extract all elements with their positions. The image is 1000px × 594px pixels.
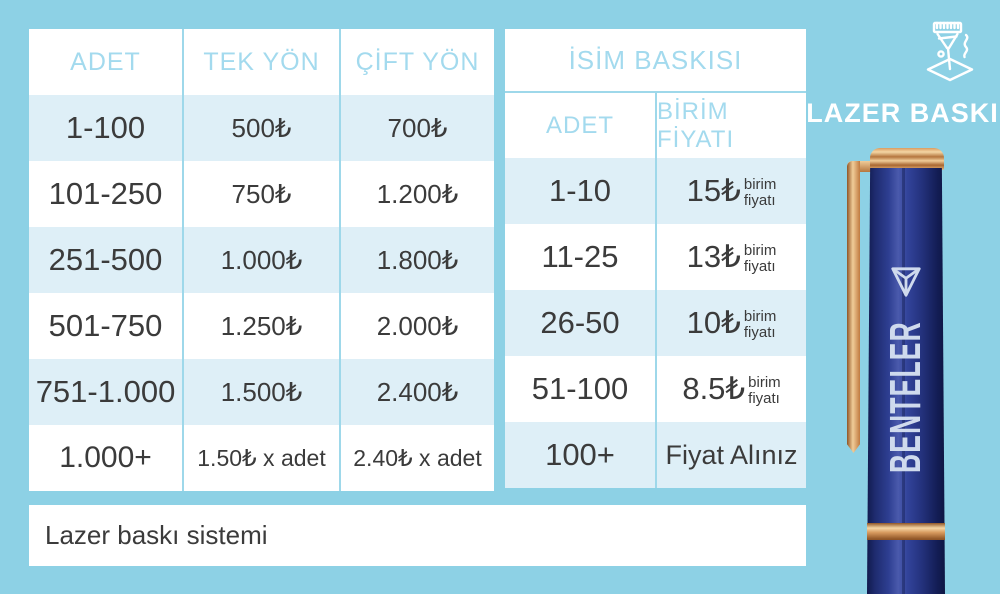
two-side-price: 2.000₺ bbox=[339, 293, 494, 359]
benteler-logo-icon bbox=[891, 267, 921, 297]
quantity-range: 26-50 bbox=[540, 305, 620, 340]
table-row: 100+ Fiyat Alınız bbox=[505, 422, 806, 488]
two-side-price: 1.200₺ bbox=[339, 161, 494, 227]
table-row: 51-100 8.5₺ birim fiyatı bbox=[505, 356, 806, 422]
unit-price: Fiyat Alınız bbox=[665, 439, 798, 470]
quantity-range: 751-1.000 bbox=[35, 374, 176, 409]
table-row: 251-500 1.000₺ 1.800₺ bbox=[29, 227, 494, 293]
quantity-range: 1-10 bbox=[548, 173, 612, 208]
column-header-adet: ADET bbox=[70, 47, 141, 76]
table-row: 26-50 10₺ birim fiyatı bbox=[505, 290, 806, 356]
quantity-range: 11-25 bbox=[541, 239, 619, 274]
print-price-table: ADET TEK YÖN ÇİFT YÖN 1-100 500₺ 700₺ 10… bbox=[29, 29, 494, 491]
unit-price-note: birim fiyatı bbox=[743, 308, 777, 341]
one-side-price: 1.250₺ bbox=[182, 293, 339, 359]
two-side-price: 700₺ bbox=[339, 95, 494, 161]
quantity-range: 501-750 bbox=[48, 308, 163, 343]
pen-cap-finial bbox=[870, 148, 944, 170]
footer-label: Lazer baskı sistemi bbox=[45, 520, 268, 550]
unit-price: 13₺ bbox=[686, 239, 741, 274]
unit-price: 10₺ bbox=[686, 305, 741, 340]
side-title: LAZER BASKI bbox=[806, 98, 999, 128]
column-header-tek-yon: TEK YÖN bbox=[182, 29, 339, 95]
quantity-range: 101-250 bbox=[48, 176, 163, 211]
unit-price-note: birim fiyatı bbox=[743, 242, 777, 275]
pen-image: BENTELER bbox=[838, 148, 970, 594]
laser-engraver-icon bbox=[926, 21, 974, 82]
quantity-range: 1.000+ bbox=[59, 441, 152, 474]
two-side-price: 1.800₺ bbox=[339, 227, 494, 293]
pen-clip bbox=[847, 161, 860, 453]
unit-price-cell: 13₺ birim fiyatı bbox=[655, 224, 806, 290]
pen-brand-text: BENTELER bbox=[881, 321, 930, 473]
quantity-range: 251-500 bbox=[48, 242, 163, 277]
name-print-table-title: İSİM BASKISI bbox=[505, 29, 806, 93]
print-price-table-body: 1-100 500₺ 700₺ 101-250 750₺ 1.200₺ 251-… bbox=[29, 95, 494, 491]
unit-price-note: birim fiyatı bbox=[743, 176, 777, 209]
quantity-range: 100+ bbox=[545, 437, 615, 472]
table-row: 101-250 750₺ 1.200₺ bbox=[29, 161, 494, 227]
print-price-table-header: ADET TEK YÖN ÇİFT YÖN bbox=[29, 29, 494, 95]
pen-gold-band bbox=[867, 523, 945, 540]
unit-price-cell: Fiyat Alınız bbox=[655, 422, 806, 488]
table-row: 1.000+ 1.50₺ x adet 2.40₺ x adet bbox=[29, 425, 494, 491]
unit-price-cell: 15₺ birim fiyatı bbox=[655, 158, 806, 224]
one-side-price: 500₺ bbox=[182, 95, 339, 161]
column-header-adet: ADET bbox=[545, 111, 614, 139]
one-side-price: 750₺ bbox=[182, 161, 339, 227]
unit-price: 8.5₺ bbox=[682, 371, 746, 406]
quantity-range: 1-100 bbox=[65, 110, 146, 145]
table-row: 1-100 500₺ 700₺ bbox=[29, 95, 494, 161]
pen-facet-line bbox=[902, 168, 905, 594]
table-row: 1-10 15₺ birim fiyatı bbox=[505, 158, 806, 224]
table-row: 11-25 13₺ birim fiyatı bbox=[505, 224, 806, 290]
column-header-cift-yon: ÇİFT YÖN bbox=[339, 29, 494, 95]
pen-print-area: BENTELER bbox=[867, 265, 945, 475]
unit-price-cell: 10₺ birim fiyatı bbox=[655, 290, 806, 356]
table-row: 501-750 1.250₺ 2.000₺ bbox=[29, 293, 494, 359]
footer-bar: Lazer baskı sistemi bbox=[29, 505, 806, 566]
quantity-range: 51-100 bbox=[531, 371, 629, 406]
column-header-birim-fiyati: BİRİM FİYATI bbox=[655, 93, 806, 158]
one-side-price: 1.000₺ bbox=[182, 227, 339, 293]
one-side-price: 1.500₺ bbox=[182, 359, 339, 425]
unit-price-cell: 8.5₺ birim fiyatı bbox=[655, 356, 806, 422]
table-row: 751-1.000 1.500₺ 2.400₺ bbox=[29, 359, 494, 425]
two-side-price: 2.400₺ bbox=[339, 359, 494, 425]
name-print-table-header: ADET BİRİM FİYATI bbox=[505, 93, 806, 158]
unit-price-note: birim fiyatı bbox=[748, 374, 781, 407]
name-print-price-table: İSİM BASKISI ADET BİRİM FİYATI 1-10 15₺ … bbox=[505, 29, 806, 488]
unit-price: 15₺ bbox=[686, 173, 741, 208]
two-side-price: 2.40₺ x adet bbox=[339, 425, 494, 491]
name-print-table-body: 1-10 15₺ birim fiyatı 11-25 13₺ birim fi… bbox=[505, 158, 806, 488]
one-side-price: 1.50₺ x adet bbox=[182, 425, 339, 491]
pen-clip-hook bbox=[847, 161, 880, 172]
